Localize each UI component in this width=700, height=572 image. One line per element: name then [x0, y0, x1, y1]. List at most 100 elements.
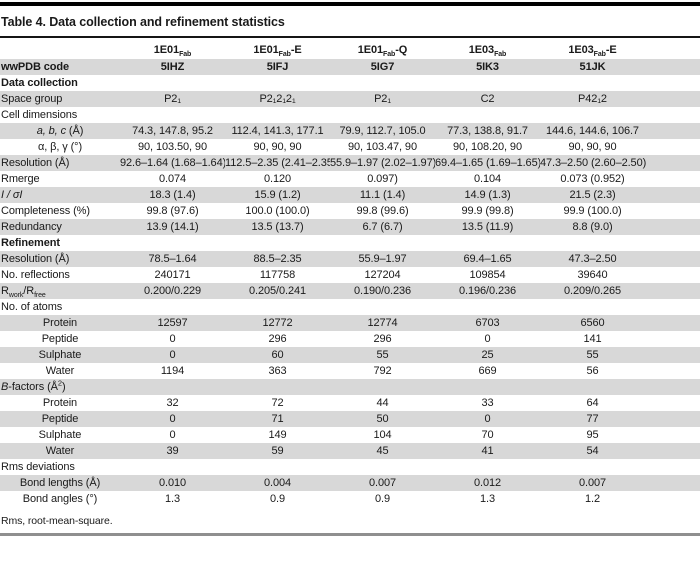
cell-value: 0.004: [225, 475, 330, 491]
cell-value: 669: [478, 365, 497, 377]
table-row: Rwork/Rfree 0.200/0.229 0.205/0.241 0.190/0…: [0, 283, 700, 299]
row-label: Resolution (Å): [0, 251, 120, 267]
cell-value: 55.9–1.97 (2.02–1.97): [330, 155, 435, 171]
cell-value: [540, 107, 700, 123]
cell-value: [120, 459, 225, 475]
cell-value: 45: [330, 443, 435, 459]
cell-value: 127204: [364, 269, 401, 281]
table-row: I / σI 18.3 (1.4) 15.9 (1.2) 11.1 (1.4) 14.9…: [0, 187, 700, 203]
cell-value: [225, 299, 330, 315]
cell-value: P2₁: [330, 91, 435, 107]
row-label: Cell dimensions: [1, 109, 78, 121]
cell-value: 14.9 (1.3): [435, 187, 540, 203]
cell-value: 70: [481, 429, 494, 441]
cell-value: [330, 75, 435, 91]
table-row: Refinement: [0, 235, 700, 251]
cell-value: 1194: [160, 365, 185, 377]
table-row: a, b, c (Å) 74.3, 147.8, 95.2 112.4, 141.3…: [0, 123, 700, 139]
cell-value: 5IHZ: [120, 59, 225, 75]
cell-value: 5IK3: [435, 59, 540, 75]
cell-value: 112.5–2.35 (2.41–2.35): [225, 155, 330, 171]
cell-value: [120, 107, 225, 123]
cell-value: 296: [268, 333, 287, 345]
cell-value: 149: [268, 429, 287, 441]
cell-value: 104: [373, 429, 392, 441]
cell-value: 1.3: [480, 493, 495, 505]
table-row: Water 39 59 45 41 54: [0, 443, 700, 459]
table-row: Rms deviations: [0, 459, 700, 475]
table-row: wwPDB code 5IHZ 5IFJ 5IG7 5IK3 51JK: [0, 59, 700, 75]
cell-value: 0.200/0.229: [120, 283, 225, 299]
cell-value: 12774: [330, 315, 435, 331]
table-row: Peptide 0 71 50 0 77: [0, 411, 700, 427]
cell-value: 69.4–1.65 (1.69–1.65): [435, 155, 540, 171]
row-label: Resolution (Å): [0, 155, 120, 171]
table-row: Protein 32 72 44 33 64: [0, 395, 700, 411]
title-divider: [0, 36, 700, 38]
cell-value: 0.9: [375, 493, 390, 505]
cell-value: 77: [540, 411, 700, 427]
cell-value: C2: [435, 91, 540, 107]
cell-value: 0.196/0.236: [435, 283, 540, 299]
row-label: Rwork/Rfree: [0, 283, 120, 299]
table-footnote: Rms, root-mean-square.: [1, 515, 113, 527]
cell-value: 55: [330, 347, 435, 363]
cell-value: 15.9 (1.2): [225, 187, 330, 203]
cell-value: 59: [225, 443, 330, 459]
cell-value: 792: [373, 365, 392, 377]
row-label: Water: [0, 443, 120, 459]
row-label: Sulphate: [0, 347, 120, 363]
row-label: Bond lengths (Å): [0, 475, 120, 491]
cell-value: [540, 299, 700, 315]
cell-value: 99.9 (100.0): [563, 205, 622, 217]
table-row: No. of atoms: [0, 299, 700, 315]
row-label: α, β, γ (°): [37, 141, 83, 153]
table-row: α, β, γ (°) 90, 103.50, 90 90, 90, 90 90, 1…: [0, 139, 700, 155]
cell-value: 0.074: [158, 173, 187, 185]
row-label: Bond angles (°): [22, 493, 98, 505]
cell-value: [540, 75, 700, 91]
cell-value: [120, 299, 225, 315]
cell-value: 18.3 (1.4): [120, 187, 225, 203]
row-label: Space group: [0, 91, 120, 107]
cell-value: 240171: [154, 269, 191, 281]
cell-value: [540, 235, 700, 251]
table-row: Space group P2₁ P2₁2₁2₁ P2₁ C2 P42₁2: [0, 91, 700, 107]
row-label: Sulphate: [38, 429, 82, 441]
cell-value: [120, 235, 225, 251]
cell-value: 71: [225, 411, 330, 427]
cell-value: [435, 459, 540, 475]
cell-value: 0.190/0.236: [330, 283, 435, 299]
cell-value: 64: [586, 397, 599, 409]
cell-value: 0.012: [435, 475, 540, 491]
column-header: 1E03Fab-E: [540, 41, 700, 59]
table-header: 1E01Fab 1E01Fab-E 1E01Fab-Q 1E03Fab 1E03Fab-…: [0, 41, 700, 59]
cell-value: 112.4, 141.3, 177.1: [225, 123, 330, 139]
cell-value: 0: [120, 411, 225, 427]
cell-value: 0: [435, 411, 540, 427]
cell-value: 90, 90, 90: [253, 141, 302, 153]
cell-value: 0: [484, 333, 491, 345]
cell-value: 12772: [225, 315, 330, 331]
column-header: 1E03Fab: [435, 41, 540, 59]
cell-value: 95: [586, 429, 599, 441]
cell-value: 0.007: [330, 475, 435, 491]
cell-value: 5IG7: [330, 59, 435, 75]
cell-value: 141: [583, 333, 602, 345]
cell-value: 56: [586, 365, 599, 377]
row-label: Refinement: [1, 237, 60, 249]
cell-value: 32: [166, 397, 179, 409]
row-label: Data collection: [1, 77, 78, 89]
cell-value: 0.9: [270, 493, 285, 505]
cell-value: 90, 90, 90: [568, 141, 617, 153]
cell-value: 41: [435, 443, 540, 459]
cell-value: P2₁2₁2₁: [225, 91, 330, 107]
cell-value: 78.5–1.64: [120, 251, 225, 267]
cell-value: 0.120: [263, 173, 292, 185]
cell-value: 0: [169, 333, 176, 345]
cell-value: 363: [268, 365, 287, 377]
cell-value: 0.104: [473, 173, 502, 185]
row-label: Water: [45, 365, 75, 377]
table-row: Sulphate 0 149 104 70 95: [0, 427, 700, 443]
